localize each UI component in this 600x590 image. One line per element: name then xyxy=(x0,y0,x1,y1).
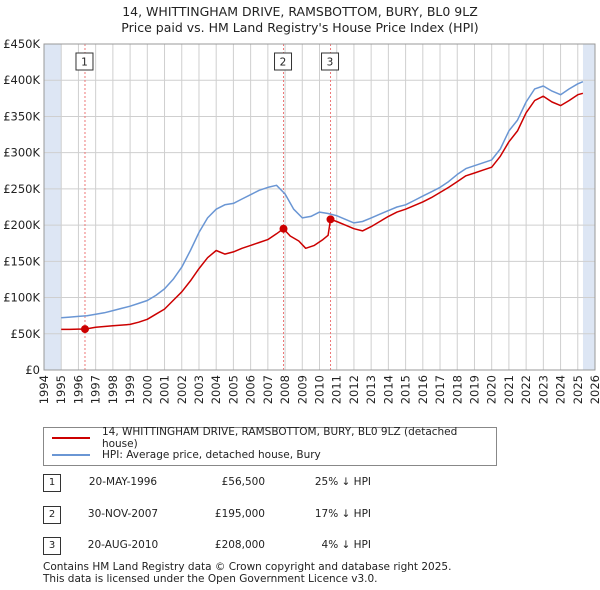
footer-copyright: Contains HM Land Registry data © Crown c… xyxy=(43,561,452,573)
x-tick-label: 1995 xyxy=(54,375,68,404)
sale-hpi-diff: 25% ↓ HPI xyxy=(314,476,371,488)
legend-label-hpi: HPI: Average price, detached house, Bury xyxy=(102,449,321,461)
x-tick-label: 2003 xyxy=(192,375,206,404)
x-tick-label: 2018 xyxy=(450,375,464,404)
x-tick-label: 2017 xyxy=(433,375,447,404)
y-tick-label: £300K xyxy=(3,146,40,160)
sale-date: 20-AUG-2010 xyxy=(87,539,159,551)
x-tick-label: 2026 xyxy=(588,375,600,404)
sale-number-badge: 2 xyxy=(43,506,61,524)
x-tick-label: 2000 xyxy=(140,375,154,404)
sale-point xyxy=(80,325,89,334)
shaded-period xyxy=(44,44,62,370)
x-tick-label: 2015 xyxy=(399,375,413,404)
x-tick-label: 2011 xyxy=(330,375,344,404)
y-tick-label: £0 xyxy=(25,363,40,377)
x-tick-label: 2007 xyxy=(261,375,275,404)
y-tick-label: £150K xyxy=(3,254,40,268)
x-tick-label: 2022 xyxy=(519,375,533,404)
x-tick-label: 2020 xyxy=(485,375,499,404)
x-tick-label: 2009 xyxy=(295,375,309,404)
sale-point xyxy=(279,224,288,233)
legend-item-hpi: HPI: Average price, detached house, Bury xyxy=(52,447,321,463)
legend-item-property: 14, WHITTINGHAM DRIVE, RAMSBOTTOM, BURY,… xyxy=(52,426,496,450)
y-tick-label: £50K xyxy=(11,327,41,341)
x-tick-label: 2025 xyxy=(571,375,585,404)
x-tick-label: 2012 xyxy=(347,375,361,404)
sale-date: 30-NOV-2007 xyxy=(87,508,159,520)
y-tick-label: £100K xyxy=(3,291,40,305)
hpi-series-line xyxy=(61,81,584,319)
y-tick-label: £400K xyxy=(3,73,40,87)
x-tick-label: 2006 xyxy=(244,375,258,404)
sale-price: £208,000 xyxy=(214,539,265,551)
chart-legend: 14, WHITTINGHAM DRIVE, RAMSBOTTOM, BURY,… xyxy=(43,426,497,466)
sale-date: 20-MAY-1996 xyxy=(88,476,158,488)
x-tick-label: 2019 xyxy=(467,375,481,404)
sale-label-number: 2 xyxy=(280,57,287,69)
legend-swatch-property xyxy=(52,437,90,439)
x-tick-label: 2016 xyxy=(416,375,430,404)
sale-point xyxy=(326,215,335,224)
y-tick-label: £350K xyxy=(3,109,40,123)
sale-label-box xyxy=(75,52,94,71)
x-tick-label: 1997 xyxy=(89,375,103,404)
x-tick-label: 2014 xyxy=(381,375,395,404)
y-tick-label: £450K xyxy=(3,37,40,51)
x-tick-label: 2024 xyxy=(554,375,568,404)
x-tick-label: 1999 xyxy=(123,375,137,404)
x-tick-label: 1998 xyxy=(106,375,120,404)
x-tick-label: 2023 xyxy=(536,375,550,404)
sale-hpi-diff: 17% ↓ HPI xyxy=(314,508,371,520)
plot-frame xyxy=(43,43,596,371)
shaded-period xyxy=(582,44,595,370)
legend-label-property: 14, WHITTINGHAM DRIVE, RAMSBOTTOM, BURY,… xyxy=(101,426,458,450)
y-tick-label: £250K xyxy=(3,182,40,196)
y-tick-label: £200K xyxy=(3,218,40,232)
sale-label-box xyxy=(274,52,293,71)
x-tick-label: 2021 xyxy=(502,375,516,404)
price-chart: £0 £50K £100K £150K £200K £250K £300K £350K £400… xyxy=(3,37,600,404)
x-tick-label: 2004 xyxy=(209,375,223,404)
sale-hpi-diff: 4% ↓ HPI xyxy=(321,539,371,551)
x-tick-label: 1994 xyxy=(37,375,51,404)
x-tick-label: 2008 xyxy=(278,375,292,404)
sale-price: £195,000 xyxy=(214,508,265,520)
x-tick-label: 2013 xyxy=(364,375,378,404)
x-tick-label: 2002 xyxy=(175,375,189,404)
legend-swatch-hpi xyxy=(52,454,90,456)
sale-label-number: 1 xyxy=(81,57,88,69)
sale-label-box xyxy=(321,52,340,71)
property-series-line xyxy=(61,92,584,331)
sale-label-number: 3 xyxy=(327,57,334,69)
x-tick-label: 2010 xyxy=(313,375,327,404)
chart-title-line1: 14, WHITTINGHAM DRIVE, RAMSBOTTOM, BURY,… xyxy=(122,4,478,19)
sale-price: £56,500 xyxy=(221,476,265,488)
x-tick-label: 2005 xyxy=(226,375,240,404)
sale-number-badge: 1 xyxy=(43,474,61,492)
x-tick-label: 2001 xyxy=(158,375,172,404)
chart-title-line2: Price paid vs. HM Land Registry's House … xyxy=(121,20,479,35)
sale-number-badge: 3 xyxy=(43,537,61,555)
footer-licence: This data is licensed under the Open Gov… xyxy=(43,573,378,585)
x-tick-label: 1996 xyxy=(71,375,85,404)
